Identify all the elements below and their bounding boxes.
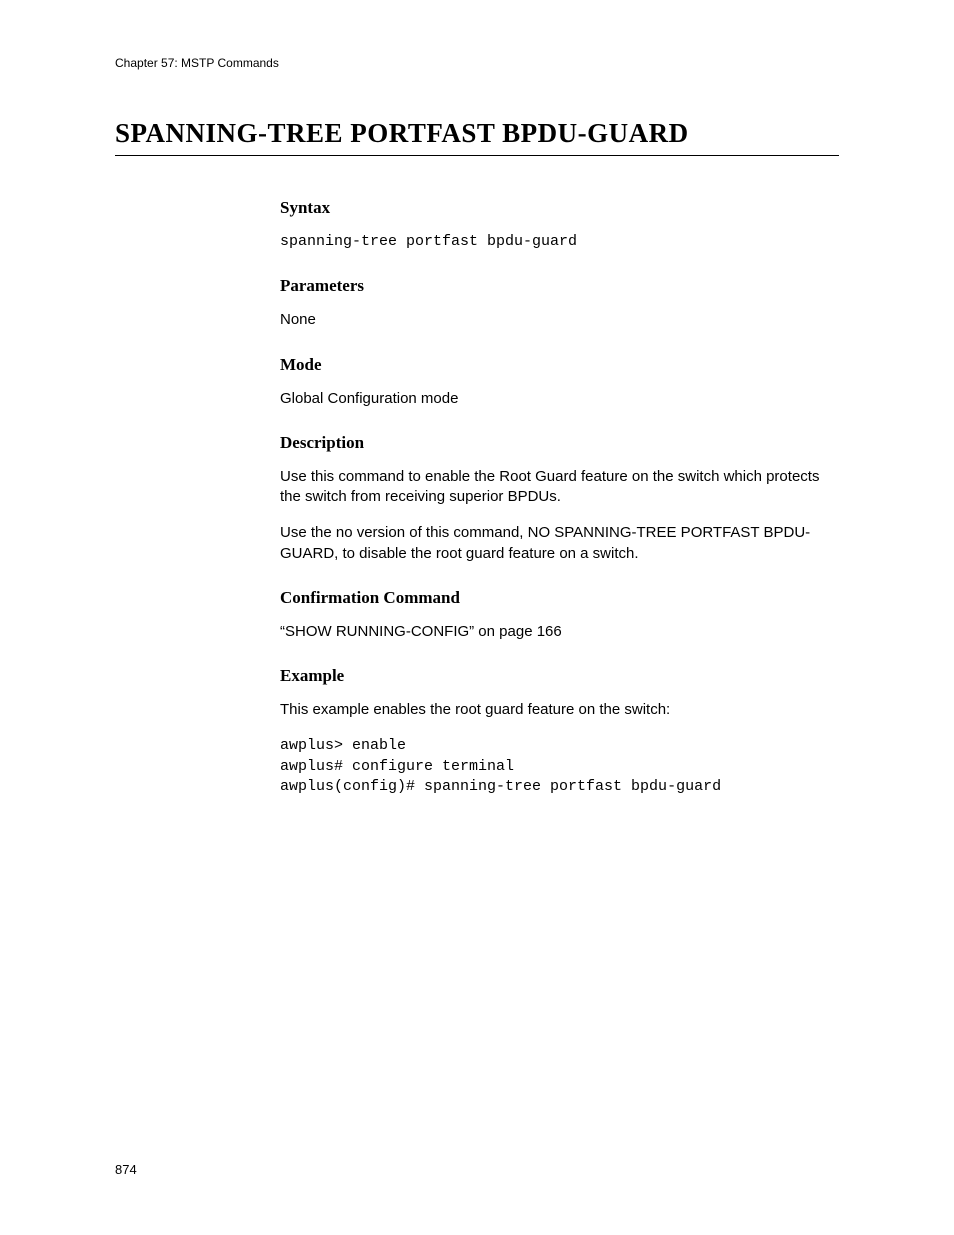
description-heading: Description bbox=[280, 433, 839, 453]
description-para2: Use the no version of this command, NO S… bbox=[280, 523, 839, 564]
example-heading: Example bbox=[280, 666, 839, 686]
page-number: 874 bbox=[115, 1162, 137, 1177]
syntax-code: spanning-tree portfast bpdu-guard bbox=[280, 232, 839, 252]
syntax-heading: Syntax bbox=[280, 198, 839, 218]
page: Chapter 57: MSTP Commands SPANNING-TREE … bbox=[0, 0, 954, 1235]
page-title: SPANNING-TREE PORTFAST BPDU-GUARD bbox=[115, 118, 839, 156]
mode-text: Global Configuration mode bbox=[280, 389, 839, 409]
description-para1: Use this command to enable the Root Guar… bbox=[280, 467, 839, 508]
parameters-heading: Parameters bbox=[280, 276, 839, 296]
confirmation-text: “SHOW RUNNING-CONFIG” on page 166 bbox=[280, 622, 839, 642]
chapter-header: Chapter 57: MSTP Commands bbox=[115, 56, 839, 70]
example-intro: This example enables the root guard feat… bbox=[280, 700, 839, 720]
parameters-text: None bbox=[280, 310, 839, 330]
example-code: awplus> enable awplus# configure termina… bbox=[280, 736, 839, 797]
confirmation-heading: Confirmation Command bbox=[280, 588, 839, 608]
mode-heading: Mode bbox=[280, 355, 839, 375]
content-block: Syntax spanning-tree portfast bpdu-guard… bbox=[280, 198, 839, 797]
